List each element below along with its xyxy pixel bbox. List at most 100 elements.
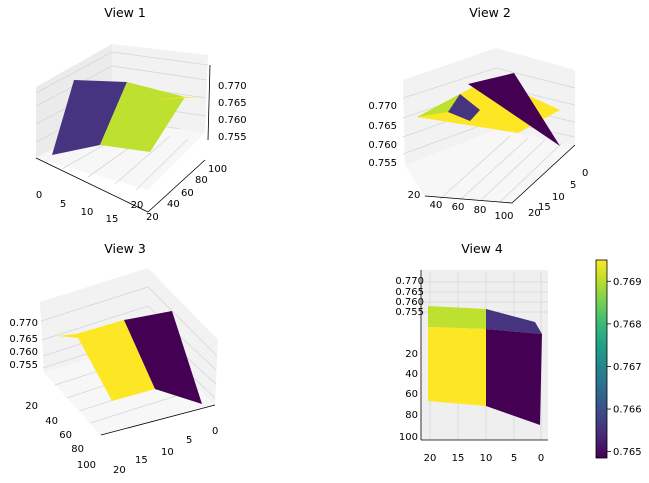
surface-panel <box>468 73 560 146</box>
z-tick-label: 0.760 <box>218 115 247 126</box>
grid-lines <box>40 286 218 399</box>
x-tick-label: 5 <box>186 435 192 446</box>
z-tick-label: 0.765 <box>395 287 424 298</box>
x-tick-label: 15 <box>106 214 119 225</box>
y-axis-line <box>147 159 206 213</box>
surface-panel <box>448 94 480 121</box>
axis-lines <box>424 144 576 204</box>
y-tick-label: 60 <box>181 188 194 199</box>
y-tick-label: 20 <box>405 349 418 360</box>
z-tick-label: 0.755 <box>395 307 424 318</box>
y-tick-label: 80 <box>474 205 487 216</box>
x-tick-label: 0 <box>36 190 42 201</box>
x-tick-label: 15 <box>538 202 551 213</box>
colorbar-tick-label: 0.767 <box>613 362 642 373</box>
colorbar-tick-label: 0.768 <box>613 319 642 330</box>
z-tick-label: 0.770 <box>9 318 38 329</box>
surface-panel <box>486 309 542 334</box>
x-tick-label: 20 <box>424 453 437 464</box>
y-tick-label: 80 <box>195 175 208 186</box>
z-tick-label: 0.770 <box>368 101 397 112</box>
y-tick-label: 40 <box>45 416 58 427</box>
x-tick-label: 10 <box>161 447 174 458</box>
z-tick-label: 0.765 <box>9 334 38 345</box>
axis-lines <box>420 270 548 441</box>
y-tick-label: 60 <box>59 430 72 441</box>
surface-panel <box>124 311 202 404</box>
colorbar-tick-label: 0.765 <box>613 447 642 458</box>
surface-panel <box>486 329 542 425</box>
x-tick-label: 10 <box>480 453 493 464</box>
y-tick-label: 100 <box>77 460 96 471</box>
subplot-view-1: View 1 0 5 10 15 20 20 40 60 80 100 <box>35 5 247 225</box>
z-tick-labels: 0.770 0.765 0.760 0.755 <box>218 81 247 143</box>
y-tick-label: 40 <box>405 369 418 380</box>
floor-pane <box>405 130 575 203</box>
colorbar: 0.769 0.768 0.767 0.766 0.765 <box>595 259 642 459</box>
z-tick-label: 0.760 <box>9 347 38 358</box>
z-tick-label: 0.765 <box>218 98 247 109</box>
y-tick-label: 20 <box>408 190 421 201</box>
surface-panel <box>428 327 486 406</box>
grid-lines-floor <box>424 135 563 204</box>
y-tick-label: 60 <box>405 389 418 400</box>
z-tick-label: 0.760 <box>395 297 424 308</box>
x-tick-label: 5 <box>570 180 576 191</box>
y-tick-label: 20 <box>25 401 38 412</box>
y-tick-label: 60 <box>452 202 465 213</box>
surface-panel <box>52 80 127 155</box>
y-tick-label: 80 <box>71 444 84 455</box>
z-tick-label: 0.770 <box>395 276 424 287</box>
colorbar-gradient <box>595 259 608 459</box>
y-tick-label: 100 <box>399 432 418 443</box>
chart-title: View 2 <box>469 5 511 20</box>
z-tick-labels: 0.770 0.765 0.760 0.755 <box>9 318 38 371</box>
y-tick-labels: 20 40 60 80 100 <box>408 190 514 222</box>
y-tick-label: 40 <box>430 200 443 211</box>
x-tick-label: 5 <box>60 199 66 210</box>
colorbar-ticks: 0.769 0.768 0.767 0.766 0.765 <box>607 277 642 458</box>
z-axis-line <box>207 64 211 141</box>
x-tick-label: 20 <box>131 200 144 211</box>
subplot-view-4: View 4 20 15 10 5 0 20 40 60 80 100 0.77… <box>395 241 548 464</box>
z-tick-label: 0.770 <box>218 81 247 92</box>
x-tick-labels: 0 5 10 15 20 <box>36 190 144 225</box>
grid-lines <box>421 281 548 313</box>
z-tick-labels: 0.770 0.765 0.760 0.755 <box>395 276 424 318</box>
y-tick-label: 100 <box>494 211 513 222</box>
subplot-view-2: View 2 0 5 10 15 20 20 40 60 80 100 0.77… <box>368 5 588 222</box>
z-tick-labels: 0.770 0.765 0.760 0.755 <box>368 101 397 169</box>
y-tick-labels: 20 40 60 80 100 <box>146 164 227 223</box>
z-tick-label: 0.755 <box>218 132 247 143</box>
x-tick-label: 0 <box>212 426 218 437</box>
x-axis-line <box>35 157 149 213</box>
x-tick-label: 10 <box>81 207 94 218</box>
surface-panel <box>428 306 486 329</box>
x-tick-label: 0 <box>538 453 544 464</box>
y-tick-labels: 20 40 60 80 100 <box>25 401 96 471</box>
colorbar-tick-label: 0.766 <box>613 405 642 416</box>
x-tick-label: 5 <box>511 453 517 464</box>
surface-panel <box>58 334 80 338</box>
y-tick-label: 20 <box>146 212 159 223</box>
y-tick-label: 80 <box>405 410 418 421</box>
x-tick-label: 20 <box>528 208 541 219</box>
surface-panel <box>100 82 185 152</box>
x-tick-label: 15 <box>135 455 148 466</box>
x-tick-labels: 20 15 10 5 0 <box>424 453 545 464</box>
surface-panel <box>150 97 200 100</box>
x-tick-label: 0 <box>582 168 588 179</box>
x-tick-labels: 0 5 10 15 20 <box>528 168 588 219</box>
axis-lines <box>100 404 216 436</box>
z-tick-label: 0.755 <box>9 360 38 371</box>
chart-title: View 4 <box>461 241 503 256</box>
chart-title: View 1 <box>104 5 146 20</box>
subplot-view-3: View 3 0 5 10 15 20 20 40 60 80 100 0.77… <box>9 241 218 476</box>
z-tick-label: 0.755 <box>368 158 397 169</box>
colorbar-tick-label: 0.769 <box>613 277 642 288</box>
x-tick-label: 15 <box>452 453 465 464</box>
x-tick-labels: 0 5 10 15 20 <box>113 426 218 476</box>
z-tick-label: 0.760 <box>368 140 397 151</box>
surface-panel <box>417 94 460 117</box>
